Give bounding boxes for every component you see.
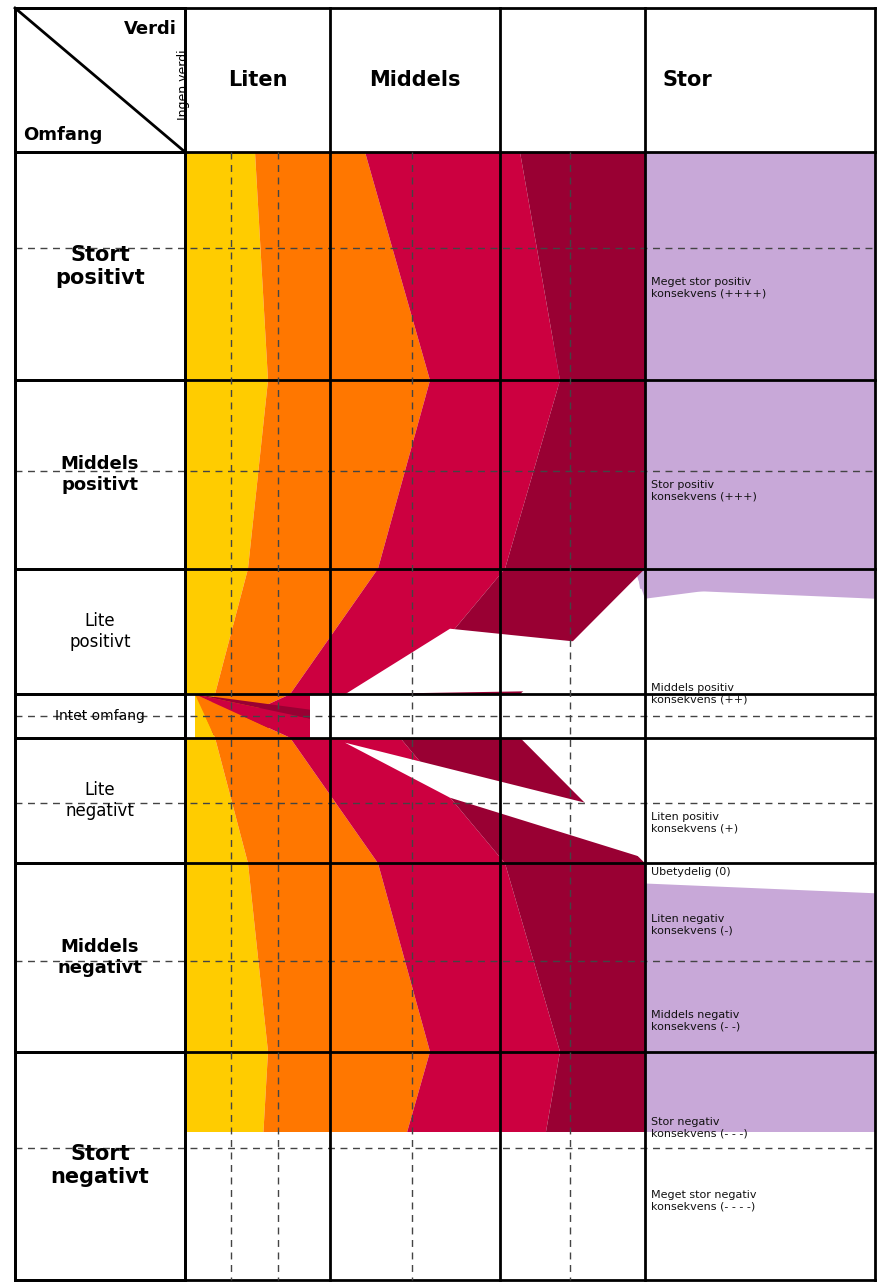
Text: Stort
positivt: Stort positivt [55,245,145,287]
Polygon shape [15,8,875,1280]
Polygon shape [615,884,875,1021]
Polygon shape [195,152,645,738]
Polygon shape [185,694,195,738]
Polygon shape [195,694,430,1280]
Text: Stort
negativt: Stort negativt [51,1144,150,1188]
Polygon shape [185,152,268,738]
Text: Middels negativ
konsekvens (- -): Middels negativ konsekvens (- -) [651,1010,740,1032]
Text: Middels positiv
konsekvens (++): Middels positiv konsekvens (++) [651,683,748,705]
Text: Omfang: Omfang [23,126,102,144]
Polygon shape [560,992,875,1280]
Polygon shape [195,152,560,738]
Text: Ingen verdi: Ingen verdi [176,50,190,120]
Text: Stor positiv
konsekvens (+++): Stor positiv konsekvens (+++) [651,479,756,501]
Text: Lite
negativt: Lite negativt [66,781,134,820]
Text: Stor: Stor [663,70,712,90]
Text: Liten: Liten [228,70,287,90]
Polygon shape [185,1132,875,1280]
Text: Meget stor negativ
konsekvens (- - - -): Meget stor negativ konsekvens (- - - -) [651,1190,756,1212]
Polygon shape [560,152,875,440]
Polygon shape [195,152,430,738]
Polygon shape [310,694,645,738]
Text: Liten positiv
konsekvens (+): Liten positiv konsekvens (+) [651,813,738,833]
Text: Lite
positivt: Lite positivt [69,612,131,650]
Text: Liten negativ
konsekvens (-): Liten negativ konsekvens (-) [651,914,732,935]
Bar [15,152,185,1280]
Polygon shape [195,694,560,1280]
Text: Middels: Middels [369,70,461,90]
Polygon shape [185,694,268,1280]
Polygon shape [195,694,645,1280]
Polygon shape [548,152,875,599]
Polygon shape [345,743,645,858]
Text: Middels
negativt: Middels negativt [58,938,142,976]
Text: Stor negativ
konsekvens (- - -): Stor negativ konsekvens (- - -) [651,1117,748,1139]
Text: Middels
positivt: Middels positivt [61,455,139,493]
Text: Meget stor positiv
konsekvens (++++): Meget stor positiv konsekvens (++++) [651,277,766,298]
Text: Intet omfang: Intet omfang [55,708,145,723]
Text: Verdi: Verdi [124,21,177,39]
Text: Ubetydelig (0): Ubetydelig (0) [651,867,731,877]
Polygon shape [615,411,875,599]
Polygon shape [345,629,645,694]
